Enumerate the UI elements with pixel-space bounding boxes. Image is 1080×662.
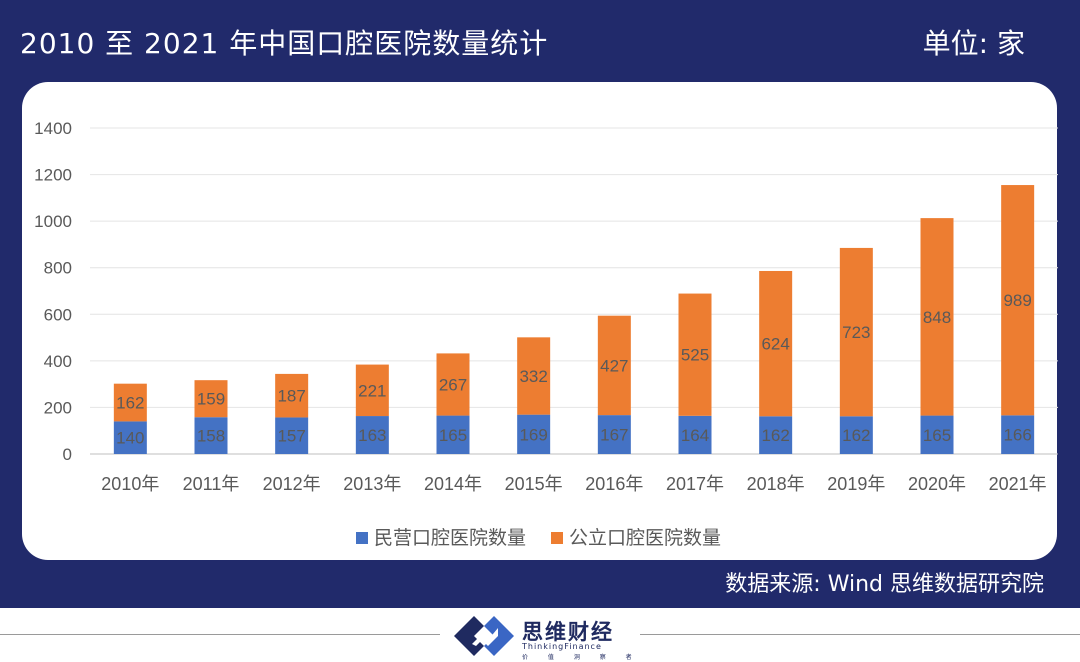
data-label-public: 848 (923, 308, 951, 327)
x-tick-label: 2012年 (263, 474, 321, 494)
data-label-public: 427 (600, 356, 628, 375)
logo-tagline: 价 值 洞 察 者 (522, 654, 641, 661)
data-label-private: 162 (842, 426, 870, 445)
bar-private (517, 414, 551, 454)
bar-public (759, 270, 793, 417)
y-tick-label: 200 (44, 398, 72, 417)
chart-frame: 2010 至 2021 年中国口腔医院数量统计 单位: 家 数据来源: Wind… (0, 0, 1080, 608)
legend-label-private: 民营口腔医院数量 (374, 527, 526, 549)
y-tick-label: 600 (44, 305, 72, 324)
logo-subtitle: ThinkingFinance (522, 642, 602, 651)
bar-public (920, 218, 954, 416)
data-label-public: 221 (358, 381, 386, 400)
x-tick-label: 2020年 (908, 474, 966, 494)
bar-public (678, 293, 712, 416)
data-label-public: 267 (439, 375, 467, 394)
stacked-bar-chart: 0 200 400 600 800 1000 1200 1400 140 162 158 159 15… (34, 119, 1058, 549)
footer-rule-left (0, 634, 440, 635)
data-label-public: 989 (1003, 291, 1031, 310)
logo-name: 思维财经 (522, 620, 614, 644)
bar-public (597, 315, 631, 416)
x-tick-label: 2014年 (424, 474, 482, 494)
data-label-public: 624 (761, 335, 789, 354)
source-note: 数据来源: Wind 思维数据研究院 (725, 572, 1044, 597)
x-tick-label: 2021年 (989, 474, 1047, 494)
data-label-private: 169 (519, 425, 547, 444)
data-label-private: 158 (197, 427, 225, 446)
data-label-public: 159 (197, 390, 225, 409)
data-label-private: 157 (277, 427, 305, 446)
y-tick-label: 0 (63, 445, 72, 464)
bar-private (113, 421, 147, 454)
legend-label-public: 公立口腔医院数量 (569, 527, 721, 549)
chart-title: 2010 至 2021 年中国口腔医院数量统计 (20, 27, 549, 60)
data-label-public: 332 (519, 367, 547, 386)
data-label-public: 187 (277, 387, 305, 406)
y-tick-label: 1200 (34, 166, 72, 185)
data-label-private: 164 (681, 426, 709, 445)
bar-public (355, 364, 389, 417)
bar-private (194, 417, 228, 454)
x-tick-label: 2010年 (101, 474, 159, 494)
data-label-private: 167 (600, 426, 628, 445)
x-tick-label: 2015年 (505, 474, 563, 494)
legend-swatch-private (356, 532, 368, 544)
bar-private (275, 417, 309, 454)
legend-swatch-public (551, 532, 563, 544)
bar-public (1001, 185, 1035, 416)
bar-private (436, 415, 470, 454)
gridlines (90, 127, 1058, 455)
data-label-public: 162 (116, 394, 144, 413)
data-label-private: 163 (358, 426, 386, 445)
data-label-public: 723 (842, 323, 870, 342)
x-tick-label: 2018年 (747, 474, 805, 494)
data-label-private: 165 (923, 426, 951, 445)
unit-label: 单位: 家 (922, 27, 1025, 60)
data-label-private: 165 (439, 426, 467, 445)
bars (113, 185, 1035, 454)
brand-logo: 思维财经 ThinkingFinance 价 值 洞 察 者 (452, 612, 632, 661)
data-label-private: 166 (1003, 426, 1031, 445)
logo-mark-icon (454, 616, 514, 656)
bar-private (355, 416, 389, 454)
x-tick-label: 2011年 (183, 474, 240, 494)
bar-public (839, 247, 873, 417)
bar-private (597, 415, 631, 454)
y-tick-label: 1400 (34, 119, 72, 138)
data-label-private: 140 (116, 429, 144, 448)
bar-private (920, 415, 954, 454)
y-tick-label: 1000 (34, 212, 72, 231)
x-tick-label: 2019年 (827, 474, 885, 494)
bar-public (275, 373, 309, 418)
y-tick-label: 400 (44, 352, 72, 371)
legend: 民营口腔医院数量 公立口腔医院数量 (356, 527, 721, 549)
bar-public (436, 353, 470, 416)
bar-private (678, 415, 712, 454)
chart-panel (22, 82, 1057, 560)
bar-public (517, 337, 551, 415)
y-axis-ticks: 0 200 400 600 800 1000 1200 1400 (34, 119, 72, 464)
data-label-public: 525 (681, 346, 709, 365)
x-tick-label: 2016年 (585, 474, 643, 494)
bar-public (113, 383, 147, 422)
data-label-private: 162 (761, 426, 789, 445)
bar-private (759, 416, 793, 454)
y-tick-label: 800 (44, 259, 72, 278)
footer-rule-right (640, 634, 1080, 635)
x-axis-ticks: 2010年 2011年 2012年 2013年 2014年 2015年 2016年 2017年… (101, 474, 1046, 494)
bar-public (194, 380, 228, 418)
x-tick-label: 2017年 (666, 474, 724, 494)
bar-private (1001, 415, 1035, 454)
bar-private (839, 416, 873, 454)
x-tick-label: 2013年 (343, 474, 401, 494)
data-labels: 140 162 158 159 157 187 163 221 165 267 169 332 167 4… (116, 291, 1032, 448)
